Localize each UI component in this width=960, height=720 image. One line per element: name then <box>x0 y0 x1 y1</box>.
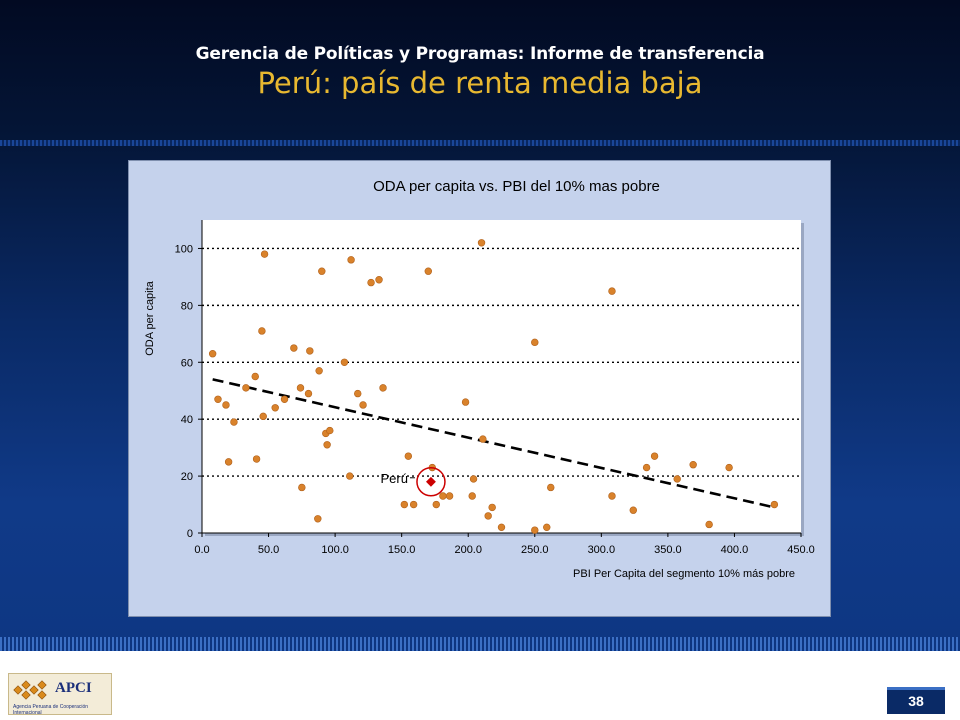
x-tick-label: 200.0 <box>454 544 482 556</box>
y-tick-label: 20 <box>181 471 193 483</box>
data-point <box>608 287 616 295</box>
x-tick-label: 50.0 <box>258 544 279 556</box>
data-point <box>531 338 539 347</box>
data-point <box>326 426 334 435</box>
data-point <box>280 395 289 403</box>
data-point <box>705 520 713 529</box>
slide-supertitle: Gerencia de Políticas y Programas: Infor… <box>195 44 765 64</box>
slide-title: Gerencia de Políticas y Programas: Infor… <box>0 44 960 100</box>
data-point <box>214 395 222 403</box>
data-point <box>315 367 323 375</box>
data-point <box>296 384 305 392</box>
data-point <box>224 458 233 466</box>
data-point <box>642 463 651 472</box>
data-point <box>547 483 555 492</box>
data-point <box>259 412 267 421</box>
footer <box>0 651 960 720</box>
data-point <box>258 327 266 335</box>
data-point <box>242 384 250 392</box>
data-point <box>770 500 779 509</box>
data-point <box>445 492 454 500</box>
data-point <box>497 523 506 532</box>
data-point <box>484 512 492 520</box>
data-point <box>531 526 539 534</box>
data-point <box>725 463 733 472</box>
trend-line <box>212 378 775 509</box>
data-point <box>208 350 217 358</box>
scatter-chart: 0 20 40 60 80 100 0.0 50.0 100.0 150.0 200.0 250.0 3… <box>144 178 815 580</box>
x-axis-label: PBI Per Capita del segmento 10% más pobr… <box>573 568 795 580</box>
data-point <box>424 267 432 275</box>
data-point <box>252 455 261 463</box>
data-point <box>404 452 413 460</box>
y-tick-label: 0 <box>187 528 193 540</box>
data-point <box>469 475 478 483</box>
data-point <box>477 239 486 247</box>
x-tick-label: 150.0 <box>388 544 416 556</box>
header-divider <box>0 140 960 146</box>
data-point <box>439 492 447 500</box>
x-tick-label: 400.0 <box>721 544 749 556</box>
data-point <box>290 344 298 352</box>
data-point <box>251 372 259 381</box>
x-tick-label: 100.0 <box>321 544 349 556</box>
apci-emblem-icon <box>13 680 47 700</box>
data-point <box>479 435 487 443</box>
peru-highlight-ring <box>416 467 446 497</box>
data-point <box>375 276 383 284</box>
data-point <box>400 500 409 509</box>
data-point <box>340 358 349 366</box>
x-tick-label: 300.0 <box>588 544 616 556</box>
data-point <box>488 503 496 512</box>
footer-divider <box>0 637 960 651</box>
data-point <box>608 492 616 500</box>
data-point <box>347 256 355 264</box>
data-point <box>260 250 269 258</box>
data-point <box>354 389 362 398</box>
data-point <box>298 483 306 492</box>
data-point <box>673 475 681 483</box>
logo-subtitle: Agencia Peruana de Cooperación Internaci… <box>13 704 89 716</box>
data-point <box>367 278 375 287</box>
data-point <box>359 401 367 409</box>
data-point <box>432 500 440 509</box>
data-point <box>379 384 387 392</box>
data-point <box>461 398 470 406</box>
data-point <box>314 515 322 523</box>
data-point <box>650 452 659 460</box>
x-tick-label: 350.0 <box>654 544 682 556</box>
data-point <box>271 404 279 412</box>
slide-main-title: Perú: país de renta media baja <box>257 66 703 100</box>
data-point <box>323 441 331 449</box>
peru-label: Perú <box>380 471 407 486</box>
data-point <box>689 461 697 469</box>
data-point <box>230 418 238 426</box>
y-tick-label: 60 <box>181 357 193 369</box>
x-tick-label: 450.0 <box>787 544 815 556</box>
y-tick-label: 80 <box>181 300 193 312</box>
page-number-box: 38 <box>887 687 945 714</box>
data-point <box>304 389 313 398</box>
plot-area <box>202 220 801 533</box>
peru-point <box>426 476 436 487</box>
y-tick-label: 100 <box>175 243 193 255</box>
x-tick-label: 0.0 <box>194 544 209 556</box>
data-point <box>629 506 637 514</box>
y-axis-label: ODA per capita <box>144 280 156 355</box>
page-number: 38 <box>908 693 924 709</box>
x-tick-label: 250.0 <box>521 544 549 556</box>
logo-text: APCI <box>55 680 92 696</box>
apci-logo: APCI Agencia Peruana de Cooperación Inte… <box>8 673 112 716</box>
data-point <box>306 347 314 355</box>
data-point <box>468 492 476 500</box>
data-point <box>409 500 418 509</box>
y-tick-label: 40 <box>181 414 193 426</box>
data-point <box>222 401 230 409</box>
data-point <box>318 267 326 275</box>
data-point <box>346 472 354 480</box>
chart-title: ODA per capita vs. PBI del 10% mas pobre <box>373 178 660 195</box>
data-point <box>543 523 551 532</box>
